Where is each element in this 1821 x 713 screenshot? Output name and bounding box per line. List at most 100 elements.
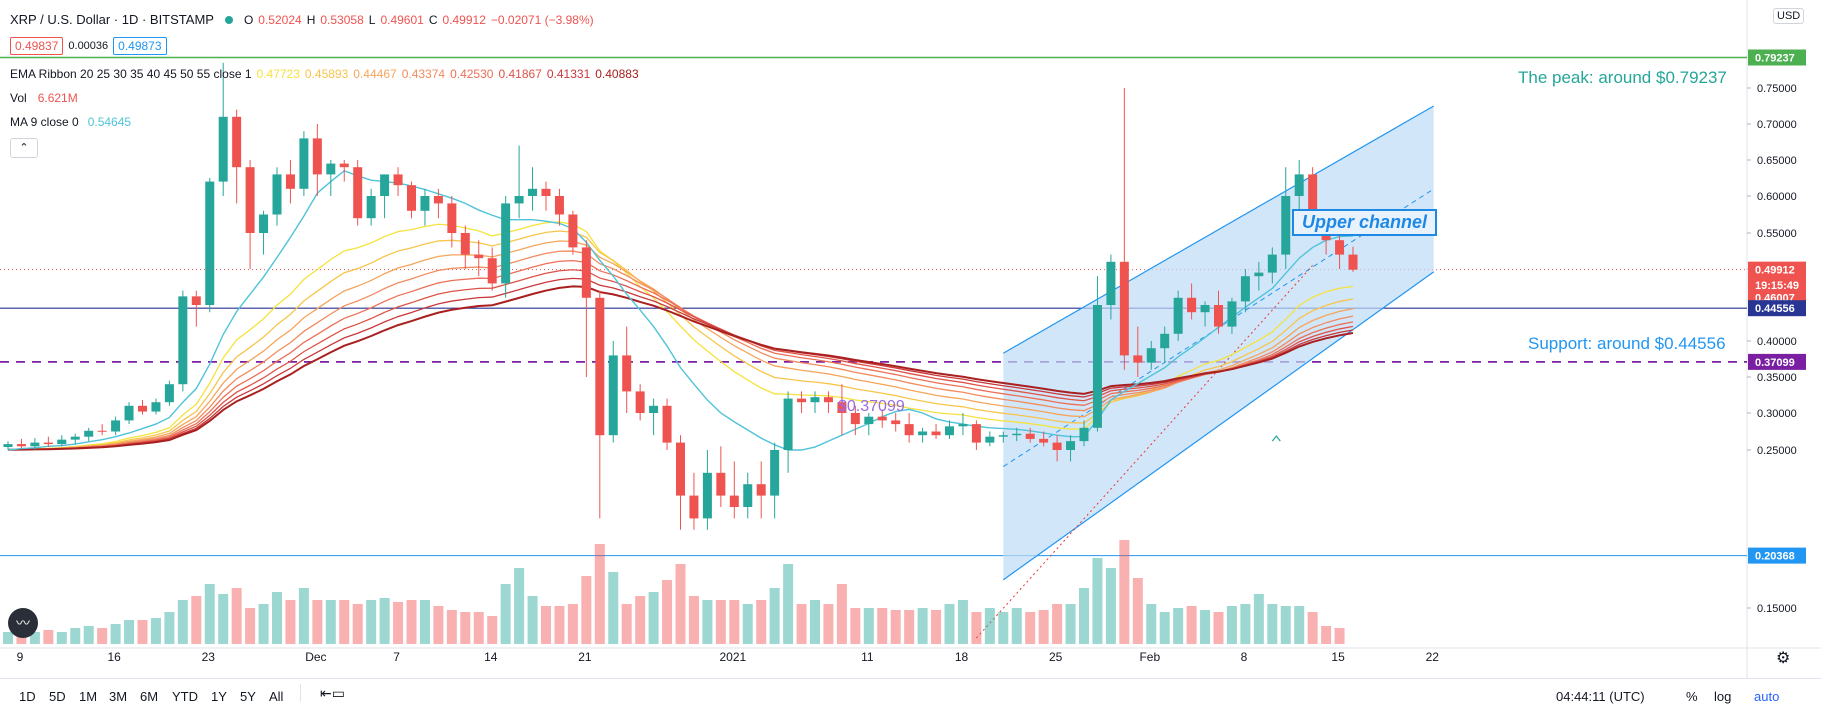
level-annotation[interactable]: $0.37099 [838,398,905,415]
candle-body[interactable] [864,416,874,425]
candle-body[interactable] [3,444,13,448]
candle-body[interactable] [649,405,659,413]
utc-clock[interactable]: 04:44:11 (UTC) [1556,689,1645,704]
candle-body[interactable] [716,472,726,496]
candle-body[interactable] [568,214,578,248]
candle-body[interactable] [326,163,336,175]
candle-body[interactable] [57,439,67,445]
candle-body[interactable] [501,203,511,284]
candle-body[interactable] [541,188,551,196]
support-annotation[interactable]: Support: around $0.44556 [1528,334,1726,353]
candle-body[interactable] [528,188,538,196]
candle-body[interactable] [178,296,188,385]
candle-body[interactable] [205,181,215,305]
candle-body[interactable] [595,297,605,436]
ema-ribbon-legend[interactable]: EMA Ribbon 20 25 30 35 40 45 50 55 close… [10,67,644,81]
candle-body[interactable] [460,233,470,255]
candle-body[interactable] [138,405,147,412]
candle-body[interactable] [1294,174,1304,196]
candle-body[interactable] [1025,433,1035,439]
candle-body[interactable] [608,355,618,436]
candle-body[interactable] [97,430,107,432]
candle-body[interactable] [635,391,645,413]
candle-body[interactable] [245,167,255,233]
timeframe-3m[interactable]: 3M [109,689,128,704]
timeframe-6m[interactable]: 6M [140,689,159,704]
candle-body[interactable] [16,444,26,447]
candle-body[interactable] [218,116,228,182]
candle-body[interactable] [1200,305,1210,313]
candle-body[interactable] [622,355,632,392]
candle-body[interactable] [407,185,416,211]
candle-body[interactable] [689,495,699,519]
candle-body[interactable] [756,484,766,496]
ask-price[interactable]: 0.49873 [113,37,167,55]
candle-body[interactable] [1133,355,1143,363]
channel-fill[interactable] [1003,106,1434,580]
candle-body[interactable] [447,203,457,233]
candle-body[interactable] [1106,261,1116,305]
candle-body[interactable] [1092,305,1102,428]
candle-body[interactable] [770,450,780,496]
date-range-icon[interactable]: ⇤▭ [320,685,345,701]
candle-body[interactable] [1240,276,1250,302]
tradingview-logo-icon[interactable]: 〰 [8,608,38,638]
candle-body[interactable] [1173,297,1183,334]
candle-body[interactable] [1079,427,1089,442]
candle-body[interactable] [43,442,53,445]
timeframe-1m[interactable]: 1M [79,689,98,704]
candle-body[interactable] [971,424,981,443]
candle-body[interactable] [259,214,269,234]
candle-body[interactable] [837,402,847,413]
candle-body[interactable] [931,431,941,436]
candle-body[interactable] [70,436,80,440]
candle-body[interactable] [433,196,443,204]
candle-body[interactable] [1039,438,1049,443]
timeframe-1d[interactable]: 1D [19,689,36,704]
candle-body[interactable] [945,426,954,436]
candle-body[interactable] [272,174,282,215]
candle-body[interactable] [797,398,807,403]
timeframe-ytd[interactable]: YTD [172,689,198,704]
candle-body[interactable] [998,435,1008,437]
timeframe-all[interactable]: All [269,689,284,704]
candle-body[interactable] [339,163,349,168]
candle-body[interactable] [366,196,376,219]
candle-body[interactable] [850,413,860,425]
candle-body[interactable] [353,167,363,219]
candle-body[interactable] [985,436,995,443]
candle-body[interactable] [514,196,524,204]
candle-body[interactable] [554,196,564,215]
bid-price[interactable]: 0.49837 [10,37,64,55]
candle-body[interactable] [1267,254,1277,273]
candle-body[interactable] [958,424,968,427]
candle-body[interactable] [151,402,161,412]
candle-body[interactable] [1227,301,1237,327]
candle-body[interactable] [1012,433,1022,436]
candle-body[interactable] [1119,261,1129,356]
candle-body[interactable] [191,296,201,305]
candle-body[interactable] [676,442,685,496]
candle-body[interactable] [904,424,914,436]
log-toggle[interactable]: log [1714,689,1732,704]
candle-body[interactable] [1214,305,1223,327]
candle-body[interactable] [1308,174,1318,219]
candle-body[interactable] [1348,254,1358,270]
candle-body[interactable] [124,405,134,421]
candle-body[interactable] [810,397,820,403]
candle-body[interactable] [662,405,672,443]
candle-body[interactable] [1066,441,1076,450]
candle-body[interactable] [1160,333,1170,349]
currency-button[interactable]: USD [1773,8,1805,24]
timeframe-5y[interactable]: 5Y [240,689,256,704]
candle-body[interactable] [312,138,322,175]
collapse-legend-button[interactable]: ⌃ [10,138,38,158]
channel-upper-line[interactable] [1003,105,1434,354]
candle-body[interactable] [1052,442,1062,450]
candle-body[interactable] [111,420,121,432]
candle-body[interactable] [1281,196,1291,255]
percent-toggle[interactable]: % [1686,689,1698,704]
candle-body[interactable] [30,442,40,447]
upper-channel-annotation[interactable]: Upper channel [1292,209,1438,236]
ma-legend[interactable]: MA 9 close 0 0.54645 [10,115,131,129]
